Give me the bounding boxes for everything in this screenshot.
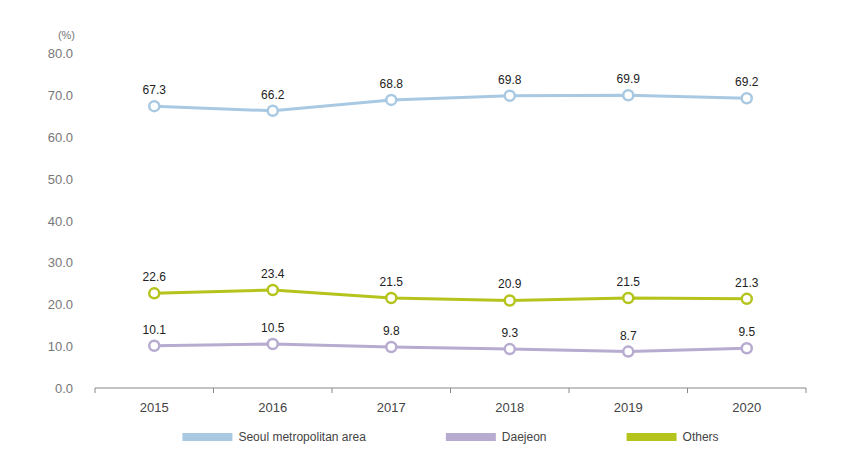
data-label: 67.3 [143, 83, 167, 97]
data-label: 21.5 [617, 275, 641, 289]
series-line [154, 290, 747, 300]
y-tick-label: 10.0 [48, 339, 73, 354]
series-line [154, 344, 747, 352]
series-point [505, 295, 515, 305]
legend: Seoul metropolitan area Daejeon Others [182, 430, 718, 444]
data-label: 68.8 [380, 77, 404, 91]
data-label: 10.5 [261, 321, 285, 335]
plot-marks [149, 90, 752, 356]
x-band-tick [806, 388, 807, 393]
x-tick-label: 2018 [495, 400, 524, 415]
series-point [386, 293, 396, 303]
series-point [268, 106, 278, 116]
chart-svg: (%) 0.0 10.0 20.0 30.0 40.0 50.0 60.0 70.0 80.0 20… [0, 0, 841, 467]
data-label: 21.3 [735, 276, 759, 290]
y-tick-label: 50.0 [48, 172, 73, 187]
data-label: 9.3 [501, 326, 518, 340]
series-line [154, 95, 747, 111]
y-tick-label: 80.0 [48, 46, 73, 61]
x-band-tick [213, 388, 214, 393]
data-label: 21.5 [380, 275, 404, 289]
data-label: 22.6 [143, 270, 167, 284]
data-label: 10.1 [143, 323, 167, 337]
series-point [149, 288, 159, 298]
data-label: 69.2 [735, 75, 759, 89]
legend-swatch [446, 433, 496, 441]
data-label: 69.9 [617, 72, 641, 86]
series-point [386, 95, 396, 105]
legend-swatch [182, 433, 232, 441]
series-point [623, 90, 633, 100]
data-label: 8.7 [620, 329, 637, 343]
y-tick-label: 30.0 [48, 255, 73, 270]
series-point [742, 93, 752, 103]
y-tick-label: 60.0 [48, 130, 73, 145]
y-tick-label: 70.0 [48, 88, 73, 103]
series-point [386, 342, 396, 352]
x-tick-label: 2015 [140, 400, 169, 415]
y-axis-label: (%) [58, 29, 75, 41]
series-point [149, 101, 159, 111]
series-point [268, 339, 278, 349]
legend-label: Daejeon [502, 430, 547, 444]
series-point [505, 344, 515, 354]
series-point [268, 285, 278, 295]
legend-swatch [627, 433, 677, 441]
data-label: 20.9 [498, 277, 522, 291]
series-point [623, 293, 633, 303]
x-band-tick [450, 388, 451, 393]
x-band-tick [569, 388, 570, 393]
legend-label: Seoul metropolitan area [238, 430, 366, 444]
series-point [505, 91, 515, 101]
x-tick-label: 2020 [732, 400, 761, 415]
x-band-tick [95, 388, 96, 393]
x-tick-label: 2019 [614, 400, 643, 415]
series-point [623, 347, 633, 357]
data-label: 23.4 [261, 267, 285, 281]
x-tick-label: 2017 [377, 400, 406, 415]
x-band-tick [332, 388, 333, 393]
data-labels: 67.3 66.2 68.8 69.8 69.9 69.2 10.1 10.5 9.8 9.3 8.… [143, 72, 759, 342]
x-band-tick [687, 388, 688, 393]
series-point [742, 294, 752, 304]
data-label: 66.2 [261, 88, 285, 102]
data-label: 9.5 [738, 325, 755, 339]
series-point [742, 343, 752, 353]
series-point [149, 341, 159, 351]
data-label: 69.8 [498, 73, 522, 87]
legend-label: Others [683, 430, 719, 444]
y-tick-label: 0.0 [55, 381, 73, 396]
chart-container: (%) 0.0 10.0 20.0 30.0 40.0 50.0 60.0 70.0 80.0 20… [0, 0, 841, 467]
y-tick-label: 20.0 [48, 297, 73, 312]
y-tick-label: 40.0 [48, 214, 73, 229]
data-label: 9.8 [383, 324, 400, 338]
x-tick-label: 2016 [258, 400, 287, 415]
